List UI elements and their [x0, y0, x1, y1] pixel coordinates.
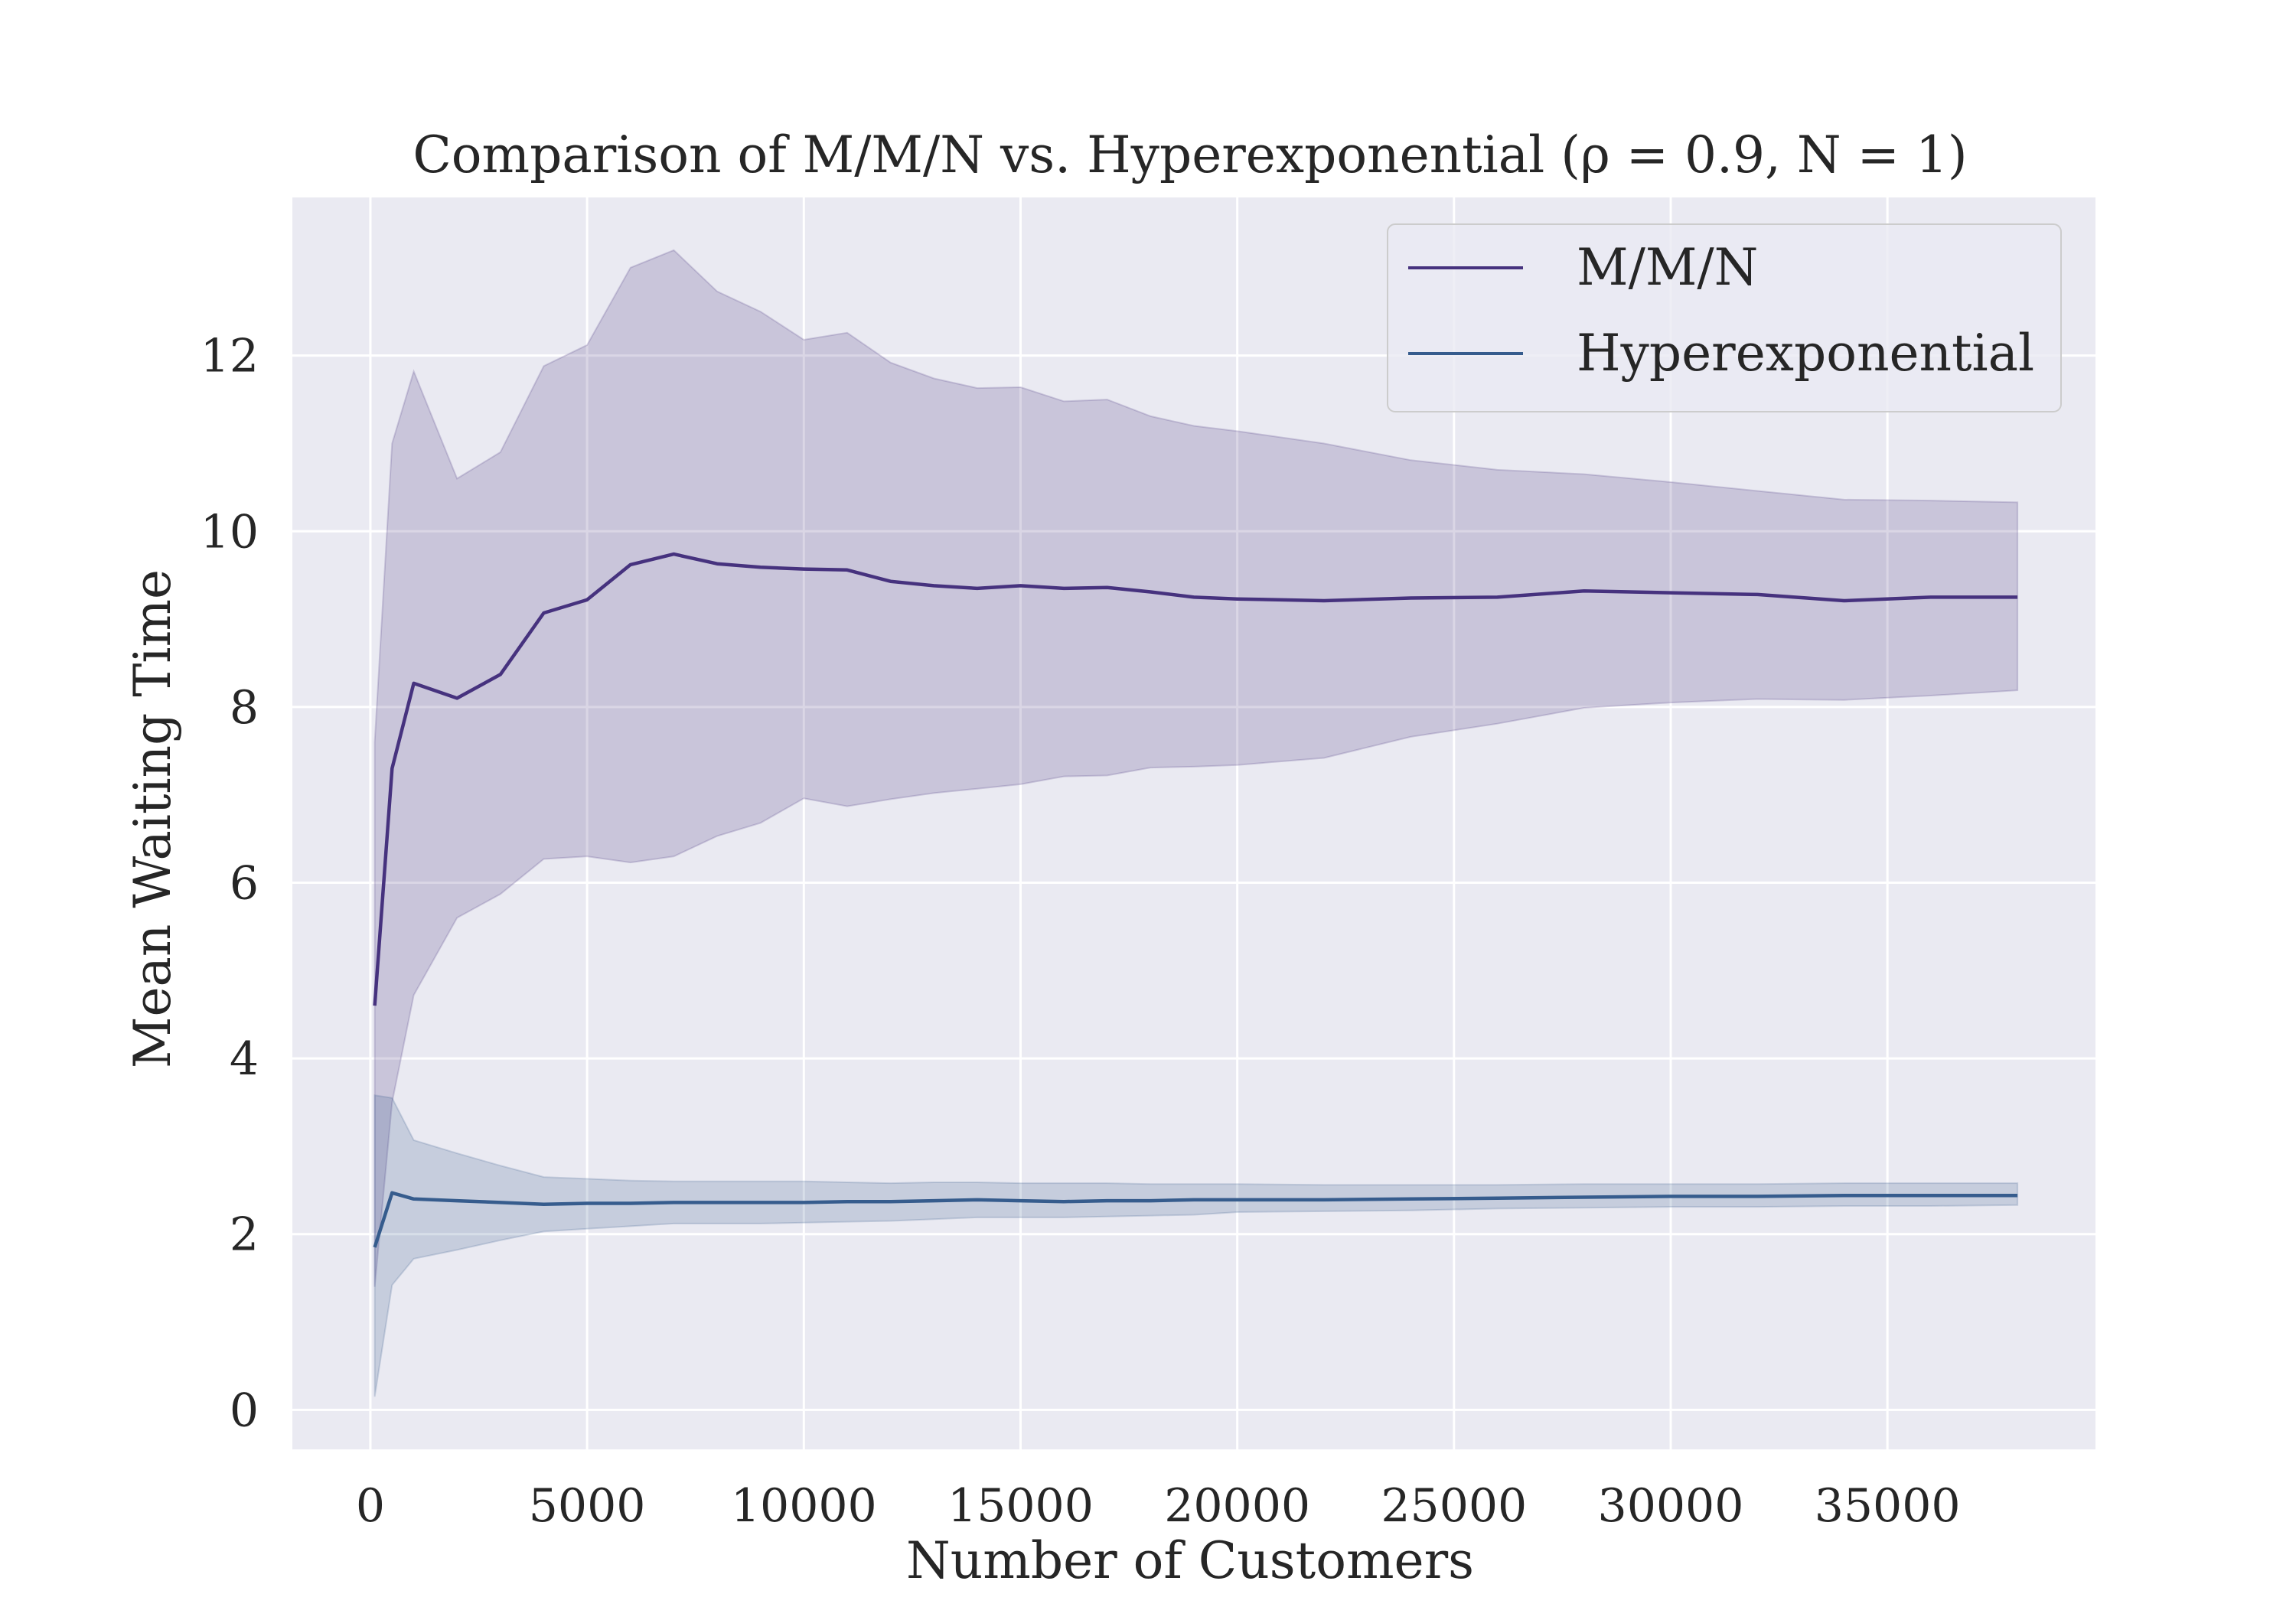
- x-tick-label: 35000: [1815, 1479, 1961, 1533]
- x-axis-label: Number of Customers: [906, 1531, 1474, 1590]
- y-tick-label: 0: [230, 1384, 259, 1437]
- x-tick-label: 0: [356, 1479, 385, 1533]
- x-tick-label: 20000: [1164, 1479, 1310, 1533]
- y-axis-label: Mean Waiting Time: [123, 569, 182, 1068]
- legend-box: [1387, 223, 2062, 412]
- legend: M/M/N Hyperexponential: [1387, 223, 2062, 412]
- y-tick-label: 4: [230, 1032, 259, 1086]
- y-grid: [292, 354, 2095, 1411]
- x-tick-label: 15000: [947, 1479, 1094, 1533]
- x-tick-labels: 0 5000 10000 15000 20000 25000 30000 35000: [356, 1479, 1961, 1533]
- legend-label-hyperexponential: Hyperexponential: [1577, 324, 2034, 383]
- series-line-mmn: [373, 552, 2018, 1006]
- band-hyperexponential: [373, 1094, 2019, 1397]
- x-tick-label: 30000: [1598, 1479, 1744, 1533]
- y-tick-label: 8: [230, 681, 259, 735]
- y-tick-labels: 0 2 4 6 8 10 12: [201, 330, 259, 1438]
- y-tick-label: 10: [201, 505, 259, 559]
- series-lines: [373, 552, 2018, 1248]
- confidence-bands: [373, 249, 2019, 1397]
- x-tick-label: 25000: [1381, 1479, 1527, 1533]
- chart-title: Comparison of M/M/N vs. Hyperexponential…: [413, 125, 1967, 184]
- x-tick-label: 10000: [731, 1479, 877, 1533]
- legend-label-mmn: M/M/N: [1577, 238, 1758, 297]
- y-tick-label: 6: [230, 856, 259, 910]
- band-mmn: [373, 249, 2019, 1287]
- x-tick-label: 5000: [529, 1479, 646, 1533]
- series-line-hyperexponential: [373, 1191, 2018, 1248]
- y-tick-label: 12: [201, 330, 259, 383]
- y-tick-label: 2: [230, 1208, 259, 1262]
